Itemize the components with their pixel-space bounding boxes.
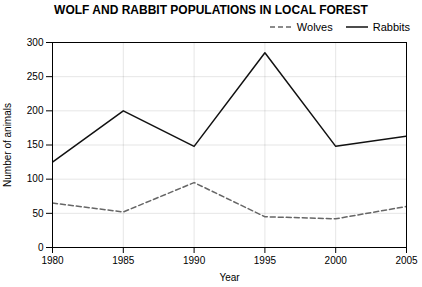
html-text:Rabbits: Rabbits [372,21,410,33]
svg-text:0: 0 [38,242,44,253]
svg-text:150: 150 [27,139,44,150]
svg-text:250: 250 [27,71,44,82]
html-text:WOLF AND RABBIT POPULATIONS IN: WOLF AND RABBIT POPULATIONS IN LOCAL FOR… [54,3,368,17]
svg-text:200: 200 [27,105,44,116]
svg-text:1985: 1985 [112,255,135,266]
svg-text:1980: 1980 [41,255,64,266]
svg-text:50: 50 [32,208,44,219]
svg-text:1990: 1990 [183,255,206,266]
svg-text:100: 100 [27,173,44,184]
svg-text:1995: 1995 [254,255,277,266]
svg-text:Year: Year [219,272,240,283]
svg-text:2005: 2005 [395,255,418,266]
svg-text:Number of animals: Number of animals [2,103,13,187]
svg-text:300: 300 [27,37,44,48]
html-text:Wolves: Wolves [296,21,333,33]
svg-text:2000: 2000 [325,255,348,266]
